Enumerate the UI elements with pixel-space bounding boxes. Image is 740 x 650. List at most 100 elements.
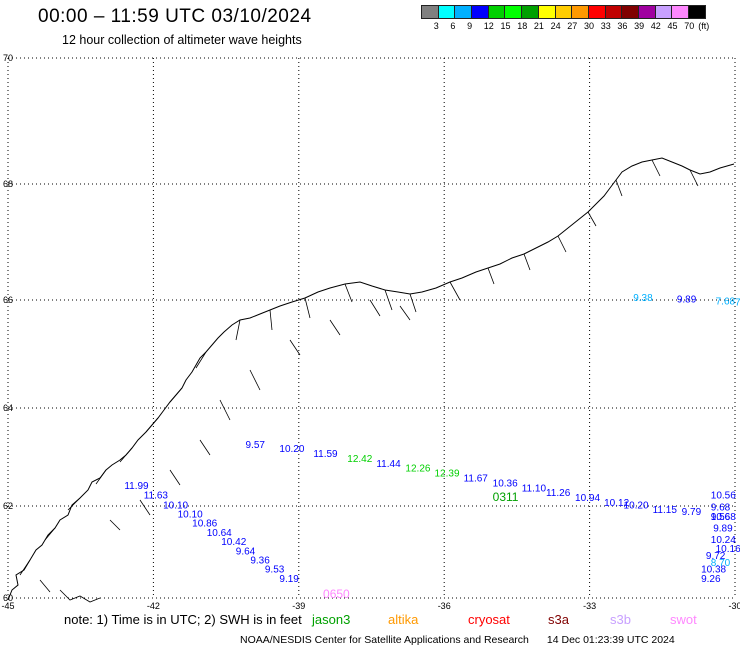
wave-height-value: 10.16: [716, 544, 740, 555]
wave-height-value: 10.68: [711, 512, 736, 523]
lon-tick-label: -36: [438, 601, 451, 611]
legend-s3a: s3a: [548, 612, 569, 627]
track-east: 10.569.689.569.8910.2410.169.728.7010.38…: [701, 491, 740, 585]
legend-altika: altika: [388, 612, 419, 627]
wave-height-value: 11.67: [464, 474, 489, 485]
color-scale-label: 18: [517, 21, 528, 31]
color-scale-label: 45: [667, 21, 678, 31]
footer-credit: NOAA/NESDIS Center for Satellite Applica…: [240, 634, 675, 646]
credit-text: NOAA/NESDIS Center for Satellite Applica…: [240, 634, 529, 646]
lat-tick-label: 62: [3, 501, 13, 511]
wave-height-value: 11.99: [124, 481, 149, 492]
wave-height-value: 9.57: [245, 440, 265, 451]
lat-tick-label: 66: [3, 295, 13, 305]
lat-tick-label: 64: [3, 403, 13, 413]
wave-height-value: 9.68: [711, 503, 731, 514]
wave-height-value: 10.20: [624, 500, 649, 511]
wave-height-value: 10.64: [207, 528, 232, 539]
wave-height-value: 9.72: [706, 551, 726, 562]
pass-label: 0650: [323, 587, 350, 601]
lat-tick-label: 68: [3, 179, 13, 189]
pass-label: 0311: [493, 490, 519, 504]
wave-height-value: 11.59: [313, 449, 338, 460]
legend-swot: swot: [670, 612, 697, 627]
wave-height-value: 10.94: [575, 493, 600, 504]
wave-height-value: 12.42: [347, 454, 372, 465]
greenland-coastline: [7, 157, 735, 603]
wave-height-value: 11.10: [522, 483, 547, 494]
credit-timestamp: 14 Dec 01:23:39 UTC 2024: [546, 634, 675, 646]
color-scale-label: 30: [584, 21, 595, 31]
wave-height-value: 9.89: [677, 295, 697, 306]
wave-height-value: 10.10: [163, 500, 188, 511]
lon-tick-label: -33: [583, 601, 596, 611]
wave-height-value: 12.39: [435, 469, 460, 480]
legend-cryosat: cryosat: [468, 612, 510, 627]
wave-height-value: 11.44: [376, 459, 401, 470]
track-jason3: 9.57 10.20 11.59 12.42 11.44 12.26 12.39 11.67 1…: [245, 440, 740, 527]
lon-tick-label: -42: [147, 601, 160, 611]
color-scale-label: 3: [433, 21, 439, 31]
page-subtitle: 12 hour collection of altimeter wave hei…: [62, 33, 302, 47]
color-scale-label: 70: [684, 21, 695, 31]
color-scale-label: 21: [533, 21, 544, 31]
map-grid: [7, 57, 736, 599]
color-scale-label: 15: [500, 21, 511, 31]
legend-jason3: jason3: [312, 612, 351, 627]
wave-height-value: 9.79: [682, 507, 702, 518]
lon-tick-label: -30: [728, 601, 740, 611]
wave-height-value: 9.38: [633, 293, 653, 304]
color-scale-label: 27: [567, 21, 578, 31]
wave-height-value: 10.24: [711, 535, 736, 546]
wave-height-value: 11.26: [546, 488, 571, 499]
coastline-path: [7, 157, 735, 601]
lon-tick-label: -39: [292, 601, 305, 611]
wave-height-value: 10.86: [192, 519, 217, 530]
wave-height-value: 11.63: [144, 491, 169, 502]
wave-height-value: 10.10: [178, 510, 203, 521]
wave-height-value: 10.20: [279, 444, 304, 455]
altimeter-tracks: 9.57 10.20 11.59 12.42 11.44 12.26 12.39 11.67 1…: [124, 293, 740, 585]
wave-height-value: 8.70: [711, 558, 731, 569]
pass-labels: 0311 0650: [323, 490, 519, 601]
wave-height-value: 12.26: [405, 464, 430, 475]
wave-height-value: 9.56: [711, 512, 731, 523]
wave-height-value: 9.53: [265, 565, 285, 576]
color-scale-labels: 3 6 9 12 15 18 21 24 27 30 33 36 39 42 45 70 (ft): [421, 21, 740, 33]
footer-note: note: 1) Time is in UTC; 2) SWH is in fe…: [64, 612, 302, 627]
color-swatch: [688, 5, 706, 19]
color-scale-label: 42: [650, 21, 661, 31]
wave-height-value: 9.89: [713, 523, 733, 534]
wave-height-value: 7.87: [735, 297, 740, 308]
lon-tick-label: -45: [1, 601, 14, 611]
lat-tick-label: 70: [3, 53, 13, 63]
color-scale-label: 12: [483, 21, 494, 31]
color-scale: [421, 5, 706, 19]
wave-height-value: 9.26: [701, 574, 721, 585]
wave-height-value: 10.56: [711, 491, 736, 502]
color-scale-label: 36: [617, 21, 628, 31]
color-scale-label: 24: [550, 21, 561, 31]
wave-height-value: 10.42: [221, 537, 246, 548]
color-scale-label: 6: [450, 21, 456, 31]
color-scale-label: 39: [634, 21, 645, 31]
coastline-inlets: [19, 159, 699, 576]
wave-height-value: 9.36: [250, 556, 270, 567]
track-south: 11.9911.6310.1010.1010.8610.6410.429.649…: [124, 481, 299, 585]
wave-height-value: 9.64: [236, 546, 256, 557]
wave-height-value: 9.19: [279, 574, 299, 585]
page-title: 00:00 – 11:59 UTC 03/10/2024: [38, 6, 312, 27]
wave-height-value: 10.36: [493, 478, 518, 489]
color-scale-label: 33: [600, 21, 611, 31]
legend-s3b: s3b: [610, 612, 631, 627]
lat-tick-label: 60: [3, 593, 13, 603]
track-north: 9.38 9.89 7.687.87: [633, 293, 740, 308]
wave-height-value: 10.12: [604, 498, 629, 509]
coastline-fjords: [39, 299, 411, 603]
color-scale-unit: (ft): [698, 21, 710, 31]
color-scale-label: 9: [467, 21, 473, 31]
axis-ticks: 70 68 66 64 62 60-45 -42 -39 -36 -33 -30: [1, 53, 740, 611]
wave-height-value: 11.15: [653, 505, 678, 516]
wave-height-value: 10.38: [701, 565, 726, 576]
